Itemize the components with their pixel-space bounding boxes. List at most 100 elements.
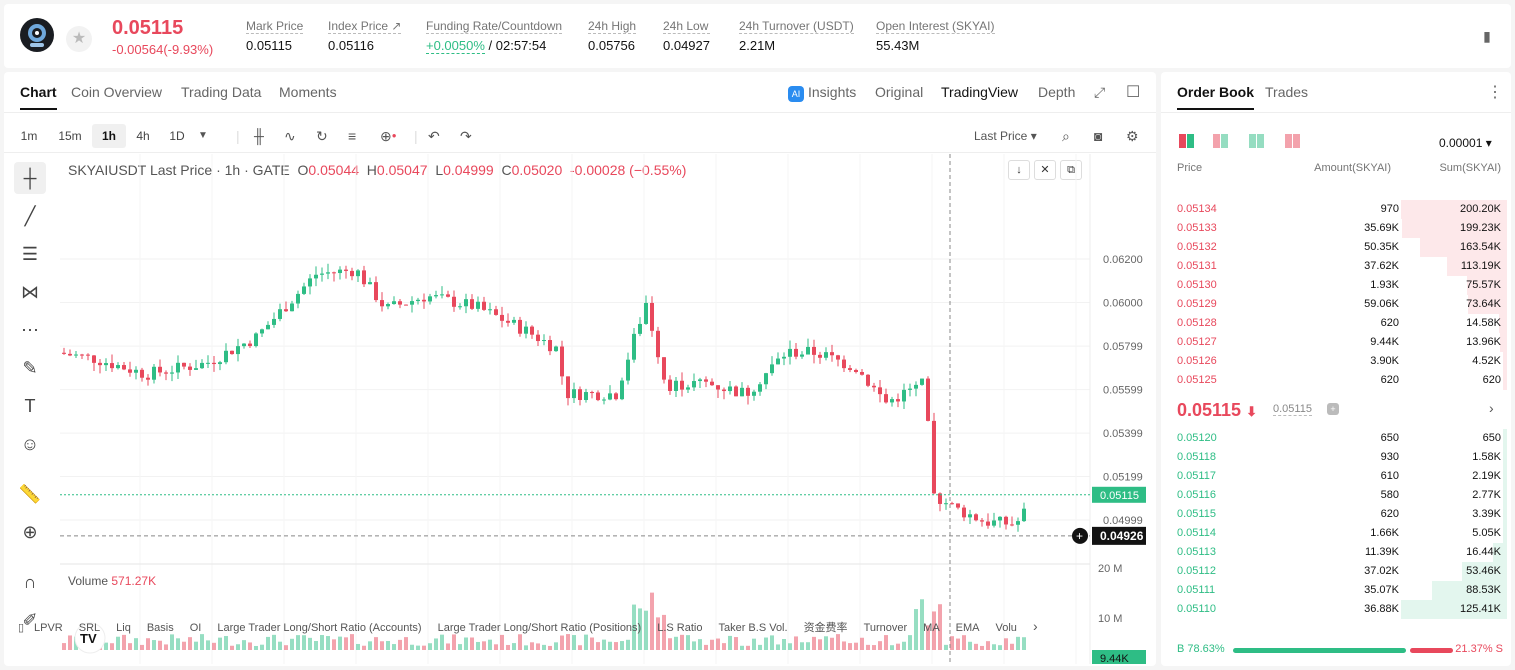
bid-row[interactable]: 0.05115 620 3.39K — [1161, 505, 1511, 524]
tab-depth[interactable]: Depth — [1038, 84, 1076, 100]
layout-asks-icon[interactable] — [1213, 134, 1228, 148]
chevron-right-icon[interactable]: › — [1489, 400, 1494, 416]
bid-row[interactable]: 0.05116 580 2.77K — [1161, 486, 1511, 505]
chevron-down-icon[interactable]: ▼ — [198, 130, 208, 141]
pattern-tool-icon[interactable]: ⋈ — [21, 282, 39, 302]
zoom-in-icon[interactable]: ⊕ — [22, 522, 38, 542]
gear-icon[interactable]: ⚙ — [1126, 128, 1139, 144]
template-icon[interactable]: ≡ — [348, 128, 357, 144]
ask-row[interactable]: 0.05127 9.44K 13.96K — [1161, 333, 1511, 352]
indicator-item[interactable]: SRL — [78, 622, 101, 634]
tab-trading-data[interactable]: Trading Data — [181, 84, 262, 100]
fib-tool-icon[interactable]: ☰ — [21, 244, 39, 264]
row-amount: 620 — [1380, 508, 1399, 520]
book-icon[interactable]: ▮ — [1483, 28, 1491, 44]
bid-row[interactable]: 0.05113 11.39K 16.44K — [1161, 543, 1511, 562]
indicator-item[interactable]: Liq — [116, 622, 131, 634]
indicator-item[interactable]: Basis — [146, 622, 174, 634]
tf-1m[interactable]: 1m — [20, 129, 38, 143]
stat-index-price[interactable]: Index Price ↗ 0.05116 — [328, 19, 402, 53]
ask-row[interactable]: 0.05125 620 620 — [1161, 371, 1511, 390]
collapse-icon[interactable]: ✕ — [1034, 160, 1056, 180]
add-order-icon[interactable] — [1072, 527, 1088, 544]
bid-row[interactable]: 0.05118 930 1.58K — [1161, 448, 1511, 467]
tab-moments[interactable]: Moments — [279, 84, 337, 100]
projection-tool-icon[interactable]: ⋯ — [21, 320, 39, 340]
volume-bar — [698, 639, 702, 650]
indicator-item[interactable]: Turnover — [863, 622, 908, 634]
bid-row[interactable]: 0.05110 36.88K 125.41K — [1161, 600, 1511, 619]
price-chart[interactable]: 0.06200 0.06000 0.05799 0.05599 0.05399 0.051… — [60, 154, 1146, 664]
more-icon[interactable]: ⋮ — [1487, 84, 1503, 101]
indicator-item[interactable]: Large Trader Long/Short Ratio (Accounts) — [217, 622, 422, 634]
tab-insights[interactable]: AI Insights — [788, 84, 856, 102]
ruler-tool-icon[interactable]: 📏 — [18, 484, 42, 504]
camera-icon[interactable]: ◙ — [1094, 128, 1103, 144]
tf-1h[interactable]: 1h — [92, 124, 126, 148]
favorite-star-icon[interactable]: ★ — [66, 26, 92, 52]
ask-row[interactable]: 0.05133 35.69K 199.23K — [1161, 219, 1511, 238]
search-icon[interactable]: ⌕ — [1062, 128, 1070, 144]
ask-row[interactable]: 0.05126 3.90K 4.52K — [1161, 352, 1511, 371]
ask-row[interactable]: 0.05131 37.62K 113.19K — [1161, 257, 1511, 276]
indicator-item[interactable]: OI — [189, 622, 202, 634]
arrow-down-icon[interactable]: ↓ — [1008, 160, 1030, 180]
bid-row[interactable]: 0.05120 650 650 — [1161, 429, 1511, 448]
indicator-item[interactable]: MA — [923, 622, 940, 634]
tab-original[interactable]: Original — [875, 84, 924, 100]
lock-icon[interactable]: ✐ — [22, 610, 38, 630]
tab-order-book[interactable]: Order Book — [1177, 84, 1255, 110]
indicator-item[interactable]: Volu — [995, 622, 1017, 634]
ask-row[interactable]: 0.05134 970 200.20K — [1161, 200, 1511, 219]
undo-icon[interactable]: ↶ — [428, 128, 440, 144]
expand-icon[interactable]: ⤢ — [1094, 84, 1106, 100]
volume-bar — [728, 635, 732, 650]
candle — [584, 392, 588, 401]
doc-icon[interactable]: ▯ — [18, 622, 25, 634]
tab-chart[interactable]: Chart — [20, 84, 57, 110]
redo-icon[interactable]: ↷ — [460, 128, 472, 144]
candle — [770, 364, 774, 374]
tf-15m[interactable]: 15m — [58, 129, 82, 143]
tab-coin-overview[interactable]: Coin Overview — [71, 84, 163, 100]
indicator-item[interactable]: L.S Ratio — [657, 622, 703, 634]
volume-bar — [164, 644, 168, 650]
add-alert-icon[interactable]: ⊕● — [380, 128, 397, 144]
bid-row[interactable]: 0.05117 610 2.19K — [1161, 467, 1511, 486]
ask-row[interactable]: 0.05132 50.35K 163.54K — [1161, 238, 1511, 257]
candle-type-icon[interactable]: ╫ — [254, 128, 264, 144]
indicator-item[interactable]: Taker B.S Vol. — [718, 622, 788, 634]
magnet-icon[interactable]: ∩ — [23, 572, 37, 592]
tradingview-logo[interactable] — [74, 622, 106, 654]
indicator-item[interactable]: EMA — [955, 622, 980, 634]
brush-tool-icon[interactable]: ✎ — [22, 358, 38, 378]
ask-row[interactable]: 0.05129 59.06K 73.64K — [1161, 295, 1511, 314]
indicator-item[interactable]: 资金费率 — [803, 622, 848, 634]
window-icon[interactable]: ☐ — [1126, 84, 1141, 101]
tab-trades[interactable]: Trades — [1265, 84, 1309, 100]
candle — [152, 366, 156, 380]
text-tool-icon[interactable]: T — [24, 396, 36, 416]
precision-select[interactable]: 0.00001 ▾ — [1439, 136, 1492, 150]
chevron-right-icon[interactable]: › — [1032, 618, 1038, 634]
ask-row[interactable]: 0.05128 620 14.58K — [1161, 314, 1511, 333]
price-source-select[interactable]: Last Price ▾ — [974, 129, 1037, 143]
compare-icon[interactable]: ↻ — [316, 128, 328, 144]
tf-4h[interactable]: 4h — [136, 129, 150, 143]
layout-bids-icon[interactable] — [1249, 134, 1264, 148]
indicator-item[interactable]: LPVR — [34, 622, 63, 634]
trend-line-tool-icon[interactable]: ╱ — [24, 206, 36, 226]
tab-tradingview[interactable]: TradingView — [941, 84, 1019, 100]
bid-row[interactable]: 0.05112 37.02K 53.46K — [1161, 562, 1511, 581]
ask-row[interactable]: 0.05130 1.93K 75.57K — [1161, 276, 1511, 295]
volume-bar — [470, 637, 474, 650]
indicator-item[interactable]: Large Trader Long/Short Ratio (Positions… — [437, 622, 642, 634]
bid-row[interactable]: 0.05114 1.66K 5.05K — [1161, 524, 1511, 543]
crosshair-tool-icon[interactable]: ┼ — [14, 162, 46, 194]
tf-1d[interactable]: 1D — [169, 129, 185, 143]
layout-sells-icon[interactable] — [1285, 134, 1300, 148]
emoji-tool-icon[interactable]: ☺ — [20, 434, 40, 454]
indicator-icon[interactable]: ∿ — [284, 128, 296, 144]
layout-both-icon[interactable] — [1179, 134, 1194, 148]
bid-row[interactable]: 0.05111 35.07K 88.53K — [1161, 581, 1511, 600]
